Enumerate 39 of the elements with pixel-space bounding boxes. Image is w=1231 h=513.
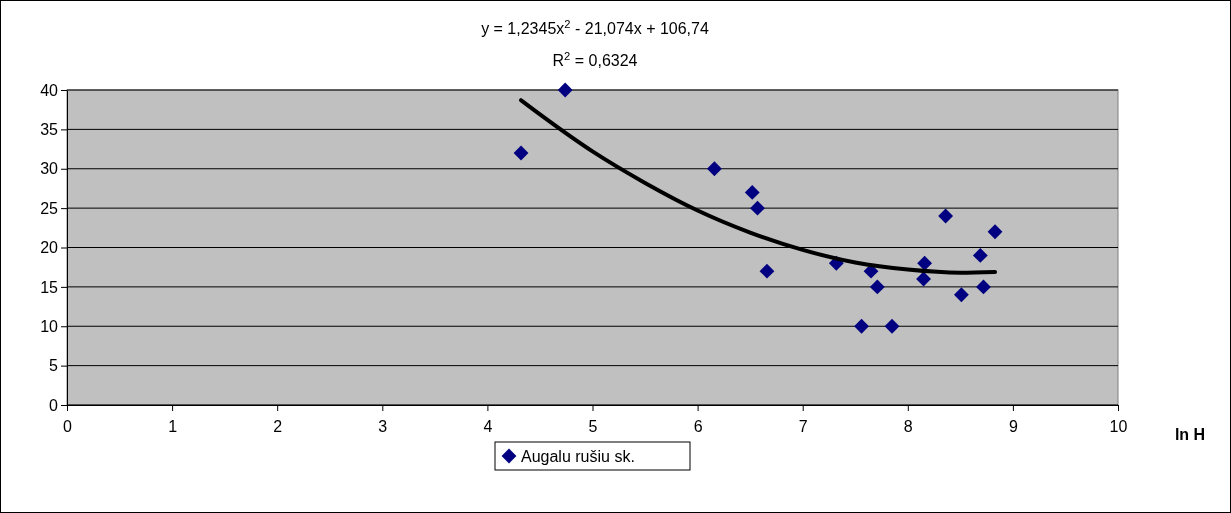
x-axis-title: ln H [1174, 426, 1206, 443]
point [707, 161, 722, 177]
point [854, 318, 869, 334]
y-tick-label: 0 [49, 396, 59, 414]
y-tick-label: 40 [40, 81, 59, 99]
x-tick-label: 1 [168, 417, 178, 435]
y-tick-label: 15 [40, 278, 59, 296]
point [884, 318, 900, 334]
point [938, 208, 954, 224]
chart-subtitle: R$^{2}$ = 0,6324 [552, 50, 638, 69]
point [917, 255, 933, 271]
point [744, 184, 760, 200]
y-tick-label: 10 [40, 317, 59, 335]
x-tick-label: 0 [63, 417, 73, 435]
y-tick-label: 35 [40, 121, 59, 138]
point [869, 279, 885, 295]
x-tick-label: 10 [1109, 417, 1128, 435]
point [513, 145, 529, 161]
legend-label: Augalu rušiu sk. [521, 448, 635, 465]
point [953, 287, 969, 303]
x-tick-label: 3 [378, 417, 388, 435]
point [987, 224, 1003, 240]
y-tick-label: 20 [40, 239, 59, 257]
point [759, 263, 775, 279]
point [750, 200, 765, 216]
y-tick-label: 30 [40, 160, 59, 178]
y-tick-label: 25 [40, 199, 59, 217]
point [976, 279, 991, 295]
point [557, 82, 573, 98]
x-tick-label: 5 [588, 417, 598, 435]
x-tick-label: 6 [693, 417, 703, 435]
x-tick-label: 2 [273, 417, 283, 435]
x-tick-label: 7 [798, 417, 808, 435]
x-tick-label: 9 [1008, 417, 1018, 435]
y-tick-label: 5 [49, 357, 59, 375]
x-tick-label: 4 [483, 417, 493, 435]
chart-title: y = 1,2345x$^{2}$ - 21,074x + 106,74 [481, 18, 709, 37]
point [972, 247, 988, 263]
x-tick-label: 8 [903, 417, 913, 435]
